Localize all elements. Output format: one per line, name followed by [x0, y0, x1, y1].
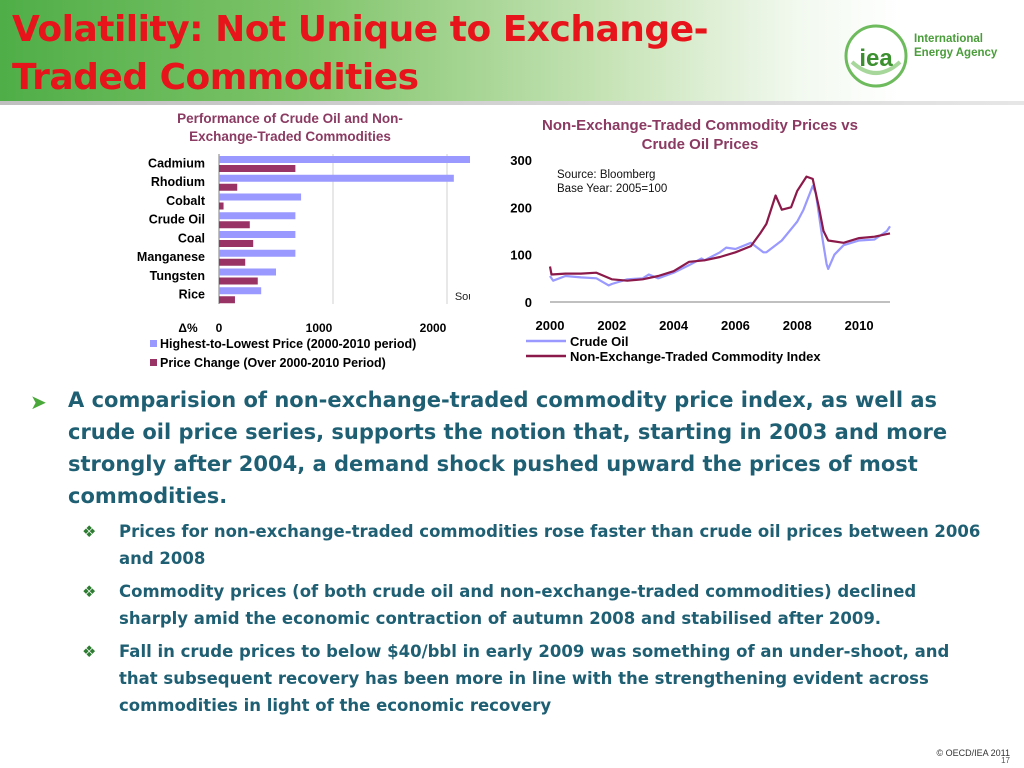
bar-chart-title: Performance of Crude Oil and Non-Exchang… — [177, 111, 403, 144]
bullet-list: ➤ A comparision of non-exchange-traded c… — [30, 384, 990, 719]
source-note: Source: Bloomberg — [557, 169, 655, 181]
bar — [219, 249, 296, 257]
legend-label: Price Change (Over 2000-2010 Period) — [160, 356, 386, 370]
header-rule — [0, 101, 1024, 105]
page-number: 17 — [1001, 756, 1010, 765]
bullet-main: ➤ A comparision of non-exchange-traded c… — [30, 384, 990, 512]
logo-swoosh — [850, 60, 902, 75]
sub-bullet-text: Fall in crude prices to below $40/bbl in… — [119, 642, 950, 715]
x-tick-label: 2008 — [783, 318, 812, 333]
footer-copyright: © OECD/IEA 2011 — [936, 748, 1011, 758]
source-note: Source: Bloomberg — [455, 291, 470, 303]
legend-label: Crude Oil — [570, 334, 629, 349]
bar — [219, 202, 224, 210]
sub-bullet-text: Prices for non-exchange-traded commoditi… — [119, 522, 981, 568]
bar — [219, 287, 262, 295]
line-chart: 0 100 200 300 2000 2002 2004 2006 2008 2010 Source… — [510, 153, 891, 364]
sub-bullet: ❖ Fall in crude prices to below $40/bbl … — [30, 638, 990, 719]
logo-text-line1: International — [914, 33, 984, 45]
x-tick-label: 2002 — [597, 318, 626, 333]
legend-swatch — [150, 340, 157, 347]
y-tick-label: 200 — [510, 200, 532, 215]
category-label: Rhodium — [151, 175, 205, 189]
x-tick-label: 2006 — [721, 318, 750, 333]
y-tick-label: 300 — [510, 153, 532, 168]
y-tick-label: 100 — [510, 248, 532, 263]
category-label: Manganese — [137, 250, 205, 264]
bar — [219, 165, 296, 172]
diamond-bullet-icon: ❖ — [82, 582, 97, 601]
diamond-bullet-icon: ❖ — [82, 642, 97, 661]
x-tick-label: 2000 — [420, 321, 447, 335]
bar — [219, 183, 238, 191]
bar — [219, 231, 296, 238]
bar — [219, 258, 246, 266]
series-line — [548, 175, 891, 282]
bar — [219, 296, 235, 304]
bullet-main-text: A comparision of non-exchange-traded com… — [68, 388, 948, 508]
category-label: Tungsten — [150, 269, 205, 283]
x-tick-label: 2000 — [536, 318, 565, 333]
sub-bullet: ❖ Prices for non-exchange-traded commodi… — [30, 518, 990, 572]
x-axis-label: Δ% — [178, 321, 198, 335]
slide-title: Volatility: Not Unique to Exchange-Trade… — [12, 9, 709, 98]
diamond-bullet-icon: ❖ — [82, 522, 97, 541]
bar — [219, 156, 470, 163]
y-tick-label: 0 — [525, 295, 532, 310]
line-chart-title: Non-Exchange-Traded Commodity Prices vs … — [542, 117, 858, 153]
legend-swatch — [150, 359, 157, 366]
category-label: Rice — [179, 288, 205, 302]
base-year-note: Base Year: 2005=100 — [557, 183, 667, 195]
legend-label: Non-Exchange-Traded Commodity Index — [570, 349, 821, 364]
bar — [219, 277, 258, 285]
sub-bullet-text: Commodity prices (of both crude oil and … — [119, 582, 917, 628]
iea-logo: iea — [844, 24, 908, 88]
sub-bullet: ❖ Commodity prices (of both crude oil an… — [30, 578, 990, 632]
legend-label: Highest-to-Lowest Price (2000-2010 perio… — [160, 337, 416, 351]
x-tick-label: 1000 — [306, 321, 333, 335]
logo-text-line2: Energy Agency — [914, 47, 998, 59]
x-tick-label: 2004 — [659, 318, 689, 333]
bar-chart: Cadmium Rhodium Cobalt Crude Oil Coal Mangane… — [137, 154, 470, 370]
category-label: Crude Oil — [149, 213, 205, 227]
bar — [219, 174, 454, 182]
x-tick-label: 0 — [216, 321, 223, 335]
bar — [219, 268, 276, 276]
bar — [219, 193, 302, 201]
x-tick-label: 2010 — [845, 318, 874, 333]
arrow-bullet-icon: ➤ — [30, 390, 47, 414]
category-label: Coal — [178, 231, 205, 245]
category-label: Cobalt — [166, 194, 206, 208]
logo-text: International Energy Agency — [914, 32, 997, 60]
category-label: Cadmium — [148, 156, 205, 170]
series-line — [549, 184, 891, 287]
logo-mark: iea — [859, 45, 893, 72]
bar — [219, 212, 296, 220]
bar — [219, 240, 254, 247]
bar — [219, 221, 250, 229]
